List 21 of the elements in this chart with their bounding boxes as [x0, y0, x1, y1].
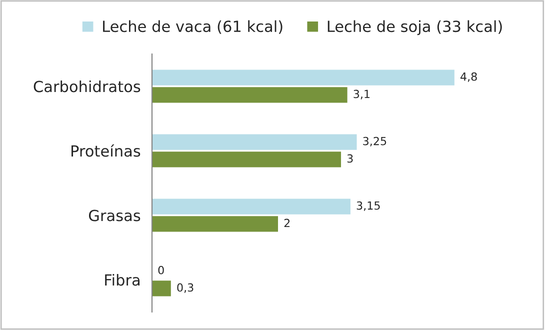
data-label: 0 [158, 266, 164, 274]
data-label: 3,1 [354, 90, 370, 100]
bar [152, 70, 454, 86]
bar [152, 87, 348, 103]
data-label: 3,15 [356, 201, 380, 211]
data-label: 0,3 [177, 283, 194, 293]
bar [152, 216, 278, 232]
y-tick-label: Grasas [88, 210, 140, 222]
y-tick-label: Carbohidratos [34, 80, 140, 92]
bar [152, 280, 171, 296]
data-label: 3 [347, 154, 353, 163]
data-label: 2 [284, 218, 290, 228]
y-tick-label: Fibra [105, 274, 140, 286]
legend-label: Leche de vaca (61 kcal) [103, 20, 282, 34]
data-label: 4,8 [460, 72, 477, 82]
legend-label: Leche de soja (33 kcal) [328, 20, 502, 36]
y-tick-label: Proteínas [72, 144, 140, 157]
data-label: 3,25 [363, 136, 386, 146]
bar [152, 134, 357, 150]
bar [152, 152, 342, 168]
bar [152, 198, 350, 214]
